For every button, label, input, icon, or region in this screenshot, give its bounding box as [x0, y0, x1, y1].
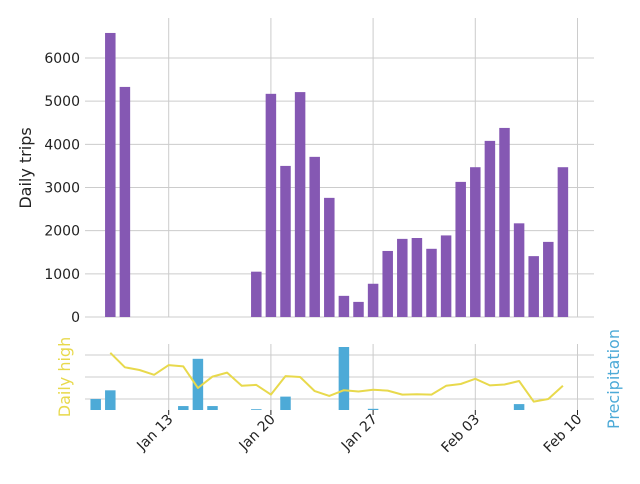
precipitation-axis-label: Precipitation [604, 329, 623, 429]
x-tick-label: Feb 03 [439, 412, 484, 457]
daily-high-series-line [109, 352, 564, 403]
x-tick-label: Jan 13 [133, 412, 176, 455]
daily-high-axis-label: Daily high [55, 337, 74, 417]
trips-bars [105, 32, 569, 318]
trips-bar [265, 93, 277, 317]
trips-bar [338, 295, 350, 317]
precipitation-bar [367, 408, 379, 410]
trips-y-tick-label: 2000 [44, 224, 80, 240]
trips-y-tick-label: 3000 [44, 181, 80, 197]
trips-bar [557, 167, 569, 317]
precipitation-bar [90, 398, 101, 410]
trips-bar [397, 238, 408, 317]
trips-bar [528, 256, 539, 317]
trips-bar [455, 181, 466, 317]
trips-bar [280, 165, 291, 317]
trips-y-tick-label: 0 [71, 310, 80, 326]
precipitation-bar [251, 409, 262, 410]
x-tick-label: Jan 27 [338, 412, 381, 455]
x-tick-label: Feb 10 [541, 412, 586, 457]
trips-bar [411, 238, 423, 317]
x-tick-labels: Jan 13 Jan 20 Jan 27 Feb 03 Feb 10 [133, 410, 585, 456]
trips-bar [105, 32, 116, 318]
trips-y-tick-labels: 0 1000 2000 3000 4000 5000 6000 [44, 51, 80, 326]
trips-y-tick-label: 4000 [44, 137, 80, 153]
precipitation-bar [513, 404, 525, 410]
trips-bar [324, 197, 335, 317]
trips-gridlines [85, 18, 594, 318]
precipitation-bar [105, 390, 116, 410]
trips-bar [440, 235, 452, 317]
trips-bar [484, 140, 496, 317]
daily-high-line [109, 352, 564, 403]
x-tick-label: Jan 20 [236, 412, 279, 455]
precipitation-bar [280, 396, 291, 410]
trips-bar [294, 92, 306, 317]
trips-y-axis-label: Daily trips [16, 127, 35, 208]
trips-bar [543, 241, 554, 317]
trips-bar [499, 127, 510, 318]
trips-bar [513, 223, 525, 317]
trips-bar [426, 248, 437, 317]
precipitation-bar [338, 347, 350, 410]
trips-bar [367, 283, 379, 317]
trips-bar [470, 167, 481, 317]
trips-y-tick-label: 6000 [44, 51, 80, 67]
precipitation-bars [90, 347, 525, 410]
precipitation-bar [207, 406, 218, 410]
trips-bar [251, 271, 262, 317]
trips-bar [309, 156, 320, 317]
precipitation-bar [192, 358, 204, 410]
trips-bar [119, 86, 131, 318]
precipitation-bar [178, 406, 189, 410]
trips-bar [353, 301, 364, 317]
trips-y-tick-label: 5000 [44, 94, 80, 110]
trips-y-tick-label: 1000 [44, 267, 80, 283]
trips-bar [382, 250, 393, 317]
